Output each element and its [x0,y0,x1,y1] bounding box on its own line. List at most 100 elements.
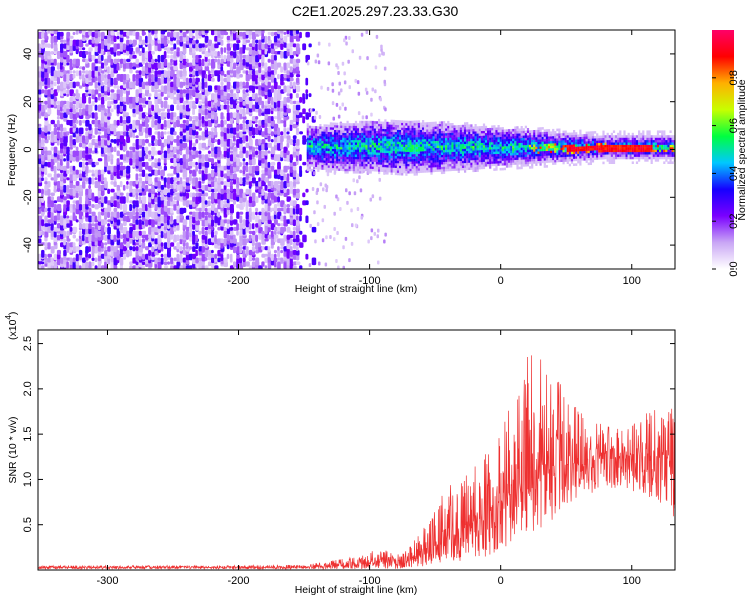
heatmap-cell [69,39,73,46]
heatmap-cell [160,246,164,252]
heatmap-cell [163,139,168,147]
heatmap-cell [167,196,171,201]
heatmap-cell [267,108,271,115]
heatmap-cell [367,135,370,138]
heatmap-cell [357,111,361,116]
heatmap-cell [338,130,341,133]
heatmap-cell [375,140,379,143]
heatmap-cell [226,35,231,41]
heatmap-cell [354,120,358,124]
heatmap-cell [53,35,58,43]
heatmap-cell [305,93,308,100]
heatmap-cell [396,148,400,152]
heatmap-cell [270,253,274,261]
heatmap-cell [361,161,364,164]
heatmap-cell [401,141,404,145]
heatmap-cell [255,234,258,242]
heatmap-cell [138,74,142,79]
heatmap-cell [245,165,249,173]
heatmap-cell [392,139,395,142]
heatmap-cell [229,51,234,56]
heatmap-cell [255,39,259,44]
heatmap-cell [359,120,362,124]
heatmap-cell [336,122,339,126]
heatmap-cell [375,157,379,160]
heatmap-cell [145,173,149,181]
heatmap-cell [75,219,79,223]
heatmap-cell [113,234,117,243]
heatmap-cell [342,156,345,160]
heatmap-cell [261,246,265,251]
heatmap-cell [344,156,347,160]
heatmap-cell [192,89,196,96]
heatmap-cell [63,51,68,58]
heatmap-cell [91,150,96,154]
heatmap-cell [323,150,326,154]
heatmap-cell [38,169,42,176]
heatmap-cell [306,163,309,167]
heatmap-cell [367,125,370,129]
heatmap-cell [141,47,145,53]
heatmap-cell [261,100,264,109]
heatmap-cell [110,146,114,153]
heatmap-cell [223,127,228,133]
heatmap-cell [44,85,48,89]
heatmap-cell [163,70,168,78]
heatmap-cell [331,146,335,149]
heatmap-cell [220,47,223,53]
heatmap-cell [306,149,309,153]
heatmap-cell [299,131,303,135]
heatmap-cell [185,154,189,160]
heatmap-cell [69,257,73,265]
heatmap-cell [132,207,136,216]
heatmap-cell [192,196,196,202]
heatmap-cell [255,165,260,172]
heatmap-cell [179,139,183,144]
heatmap-cell [110,154,114,160]
heatmap-cell [189,150,192,156]
heatmap-cell [78,135,83,143]
heatmap-cell [280,223,284,227]
heatmap-cell [211,74,215,78]
heatmap-cell [308,156,311,160]
heatmap-cell [311,226,317,233]
heatmap-cell [182,43,187,49]
heatmap-cell [189,211,193,215]
heatmap-cell [344,236,348,241]
heatmap-cell [390,155,393,159]
heatmap-cell [308,152,311,155]
heatmap-cell [378,196,382,201]
heatmap-cell [323,148,326,151]
heatmap-cell [242,146,246,154]
heatmap-cell [44,177,48,182]
heatmap-cell [321,238,325,243]
heatmap-cell [363,130,366,133]
heatmap-cell [295,246,299,251]
heatmap-cell [94,30,99,34]
heatmap-cell [126,211,130,216]
heatmap-cell [53,226,58,232]
heatmap-cell [173,161,176,167]
heatmap-cell [220,253,224,261]
heatmap-cell [338,137,341,140]
heatmap-cell [85,127,89,132]
heatmap-cell [299,112,303,118]
heatmap-cell [331,155,335,159]
heatmap-cell [189,169,193,174]
heatmap-cell [138,85,143,94]
heatmap-cell [317,159,320,163]
heatmap-cell [220,238,224,244]
heatmap-cell [141,230,147,235]
heatmap-cell [135,77,140,86]
heatmap-cell [399,156,402,159]
heatmap-cell [126,131,129,137]
heatmap-cell [50,66,55,72]
heatmap-cell [56,161,60,170]
heatmap-cell [327,170,330,173]
heatmap-cell [60,127,64,132]
heatmap-cell [157,43,162,52]
heatmap-cell [380,150,383,153]
heatmap-cell [289,184,294,191]
heatmap-cell [409,147,412,150]
heatmap-cell [97,173,102,182]
